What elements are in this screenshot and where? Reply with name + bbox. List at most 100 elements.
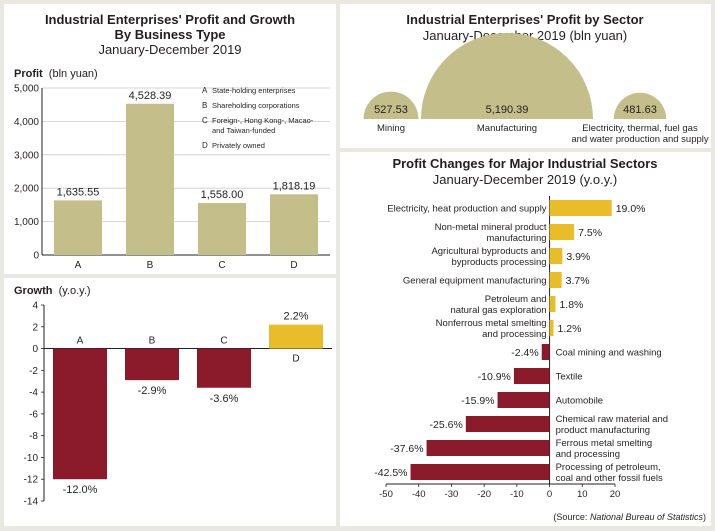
changes-x-axis: -50 -40 -30 -20 -10 0 10 20	[379, 196, 620, 500]
x-tick-label: A	[75, 260, 82, 271]
y-tick-label: 2,000	[14, 184, 39, 195]
legend-label: Shareholding corporations	[212, 101, 300, 110]
y-tick-label: -12	[24, 475, 39, 486]
profit-panel: Industrial Enterprises' Profit and Growt…	[4, 4, 336, 274]
bar-value-label: 1,558.00	[201, 189, 244, 201]
profit-bar	[198, 202, 246, 255]
change-bar	[410, 464, 550, 480]
bar-value-label: -37.6%	[390, 443, 423, 455]
changes-bars: 19.0% Electricity, heat production and su…	[374, 200, 668, 484]
profit-bars: 1,635.55 A 4,528.39 B 1,558.00 C 1,818.19 D	[54, 90, 318, 271]
category-label: Agricultural byproducts and	[431, 246, 546, 257]
x-tick-label: C	[220, 336, 227, 347]
sector-label: Mining	[377, 123, 405, 134]
growth-bar	[197, 348, 251, 388]
chart-title-line-1: Industrial Enterprises' Profit and Growt…	[45, 12, 295, 27]
sector-semicircle	[613, 92, 667, 119]
chart-subtitle: January-December 2019	[98, 42, 241, 57]
y-tick-label: -4	[29, 388, 38, 399]
bar-value-label: 7.5%	[578, 227, 602, 239]
sector-label: Electricity, thermal, fuel gas	[582, 123, 698, 134]
category-label: and processing	[556, 449, 620, 460]
sector-label: and water production and supply	[571, 134, 709, 145]
legend-label: State-holding enterprises	[212, 86, 296, 95]
y-axis-title-bold: Profit	[14, 68, 43, 80]
source-suffix: )	[703, 512, 706, 522]
category-label: Processing of petroleum,	[556, 462, 661, 473]
growth-bar	[53, 348, 107, 480]
x-tick-label: 20	[610, 489, 621, 500]
y-tick-label: -6	[29, 409, 38, 420]
bar-value-label: 1,818.19	[273, 180, 316, 192]
bar-value-label: -10.9%	[478, 371, 511, 383]
category-label: General equipment manufacturing	[403, 276, 547, 287]
change-bar	[549, 248, 563, 264]
change-bar	[426, 440, 550, 456]
chart-title-line-2: By Business Type	[114, 27, 225, 42]
profit-by-sector-chart: Industrial Enterprises' Profit by Sector…	[363, 12, 709, 145]
y-tick-label: 0	[33, 251, 39, 262]
bar-value-label: 1,635.55	[57, 186, 100, 198]
sector-label: Manufacturing	[477, 123, 537, 134]
growth-by-type-chart: Growth (y.o.y.) -14 -12 -10 -8 -6 -4 -2 0 2 4 -12…	[14, 285, 332, 508]
x-tick-label: -30	[445, 489, 459, 500]
x-tick-label: C	[218, 260, 225, 271]
sector-value-label: 481.63	[623, 104, 657, 116]
y-tick-label: 5,000	[14, 84, 39, 95]
growth-bars: -12.0% A -2.9% B -3.6% C 2.2% D	[53, 311, 323, 496]
profit-by-type-chart: Industrial Enterprises' Profit and Growt…	[14, 12, 330, 271]
bar-value-label: -25.6%	[430, 419, 463, 431]
source-name: National Bureau of Statistics	[590, 512, 704, 522]
profit-changes-chart: Profit Changes for Major Industrial Sect…	[374, 156, 706, 522]
x-tick-label: -10	[510, 489, 524, 500]
growth-bar	[125, 348, 179, 381]
x-tick-label: D	[292, 354, 299, 365]
x-tick-label: B	[149, 336, 156, 347]
source-prefix: (Source:	[553, 512, 590, 522]
category-label: natural gas exploration	[450, 305, 546, 316]
bar-value-label: -2.4%	[511, 347, 538, 359]
chart-title: Industrial Enterprises' Profit by Sector	[406, 12, 643, 27]
profit-bar	[126, 103, 174, 256]
x-tick-label: B	[147, 260, 154, 271]
legend-label: and Taiwan-funded	[212, 126, 275, 135]
bar-value-label: 3.9%	[566, 251, 590, 263]
y-tick-label: -10	[24, 453, 39, 464]
source-note: (Source: National Bureau of Statistics)	[553, 512, 706, 522]
change-bar	[549, 200, 612, 216]
change-bar	[497, 392, 550, 408]
category-label: manufacturing	[486, 233, 546, 244]
category-label: Non-metal mineral product	[435, 222, 547, 233]
bar-value-label: 4,528.39	[129, 90, 172, 102]
x-tick-label: A	[77, 336, 84, 347]
x-tick-label: D	[290, 260, 297, 271]
change-bar	[549, 320, 554, 336]
category-label: Petroleum and	[485, 294, 547, 305]
business-type-legend: A State-holding enterprises B Shareholding …	[202, 86, 314, 150]
category-label: Textile	[556, 372, 583, 383]
category-label: Coal mining and washing	[556, 348, 662, 359]
bar-value-label: 1.8%	[559, 299, 583, 311]
y-tick-label: 4	[32, 301, 38, 312]
category-label: Nonferrous metal smelting	[436, 318, 547, 329]
bar-value-label: -12.0%	[63, 484, 98, 496]
chart-title: Profit Changes for Major Industrial Sect…	[392, 156, 657, 171]
category-label: Chemical raw material and	[556, 414, 668, 425]
y-axis-title-unit: (bln yuan)	[49, 68, 98, 80]
bar-value-label: -15.9%	[461, 395, 494, 407]
changes-panel: Profit Changes for Major Industrial Sect…	[340, 152, 711, 526]
x-tick-label: -40	[412, 489, 426, 500]
category-label: Ferrous metal smelting	[556, 438, 653, 449]
category-label: and processing	[482, 329, 546, 340]
y-axis-title-bold: Growth	[14, 285, 53, 297]
y-tick-label: -2	[29, 366, 38, 377]
change-bar	[465, 416, 550, 432]
sector-panel: Industrial Enterprises' Profit by Sector…	[340, 4, 711, 148]
bar-value-label: -3.6%	[210, 393, 239, 405]
y-axis-title-unit: (y.o.y.)	[59, 285, 91, 297]
change-bar	[541, 344, 550, 360]
growth-panel: Growth (y.o.y.) -14 -12 -10 -8 -6 -4 -2 0 2 4 -12…	[4, 278, 336, 526]
y-tick-label: 1,000	[14, 217, 39, 228]
sector-value-label: 5,190.39	[486, 104, 529, 116]
